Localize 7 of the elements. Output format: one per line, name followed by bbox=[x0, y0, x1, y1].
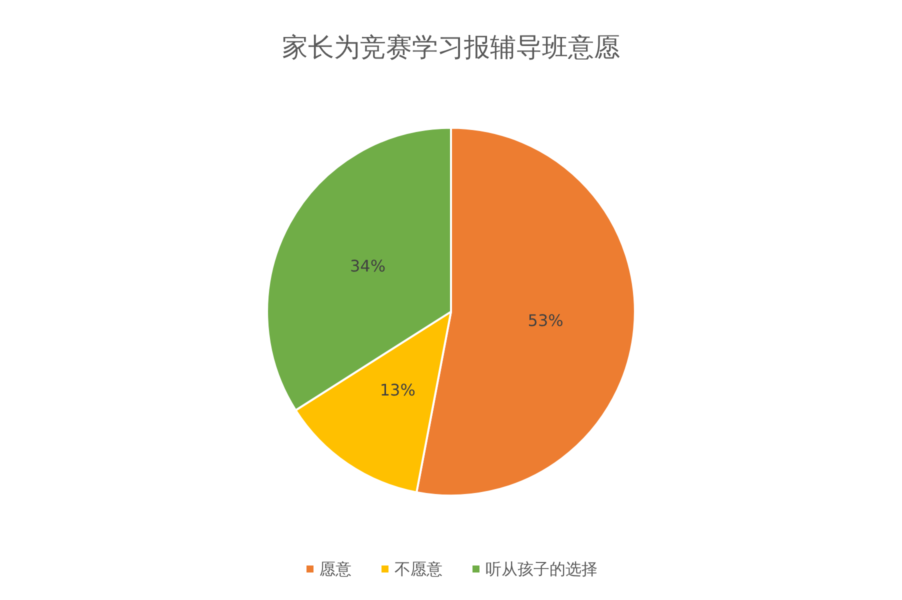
data-label: 13% bbox=[380, 380, 416, 400]
data-label: 53% bbox=[528, 311, 564, 330]
legend-label: 不愿意 bbox=[394, 560, 442, 578]
chart-title: 家长为竞赛学习报辅导班意愿 bbox=[282, 33, 620, 63]
data-label: 34% bbox=[350, 256, 386, 276]
legend-label: 听从孩子的选择 bbox=[486, 560, 598, 578]
legend-label: 愿意 bbox=[320, 560, 352, 578]
